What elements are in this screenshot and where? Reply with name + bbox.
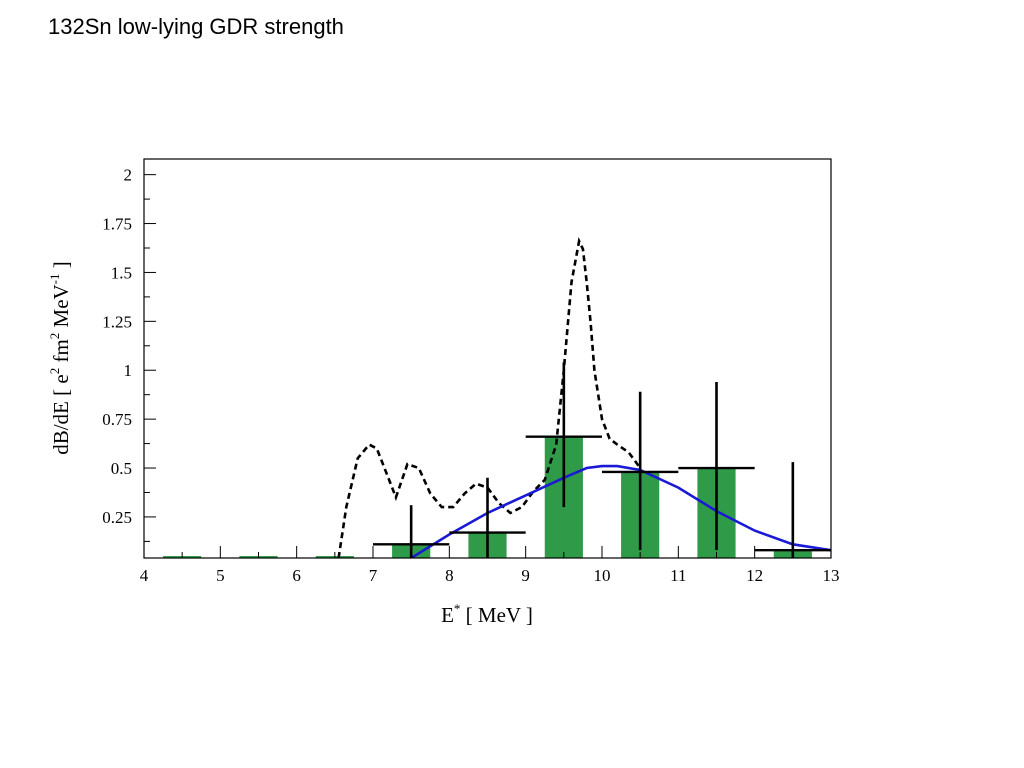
y-tick-label: 2 [124,166,133,185]
x-tick-label: 7 [369,566,378,585]
fit-layer [410,464,831,558]
x-tick-label: 4 [140,566,149,585]
y-tick-label: 0.25 [102,508,132,527]
x-tick-label: 10 [594,566,611,585]
x-tick-label: 5 [216,566,225,585]
error-bar-1 [449,477,526,558]
fit-curve [410,464,831,558]
x-tick-label: 13 [823,566,840,585]
y-tick-label: 1.25 [102,312,132,331]
x-tick-labels: 4 5 6 7 8 9 10 11 12 13 [140,566,840,585]
error-bar-0 [373,505,450,558]
theory-curve [337,236,642,558]
x-tick-label: 11 [670,566,686,585]
y-tick-label: 1.75 [102,215,132,234]
y-tick-label: 0.75 [102,410,132,429]
x-axis-label: E* [ MeV ] [441,601,533,627]
y-tick-label: 1.5 [111,263,132,282]
ticks-layer [143,174,832,558]
y-axis-label: dB/dE [ e2 fm2 MeV-1 ] [47,261,73,455]
error-bar-3 [602,391,679,551]
x-tick-label: 9 [521,566,530,585]
y-tick-label: 0.5 [111,459,132,478]
x-tick-label: 8 [445,566,454,585]
error-bars-layer [373,362,831,558]
slide-title: 132Sn low-lying GDR strength [48,14,344,39]
y-tick-label: 1 [124,361,133,380]
y-tick-labels: 0.25 0.5 0.75 1 1.25 1.5 1.75 2 [102,166,132,527]
error-bar-5 [754,462,831,558]
x-tick-label: 6 [292,566,301,585]
error-bar-4 [678,381,755,551]
error-bar-2 [525,362,602,508]
x-tick-label: 12 [746,566,763,585]
theory-layer [337,236,642,558]
